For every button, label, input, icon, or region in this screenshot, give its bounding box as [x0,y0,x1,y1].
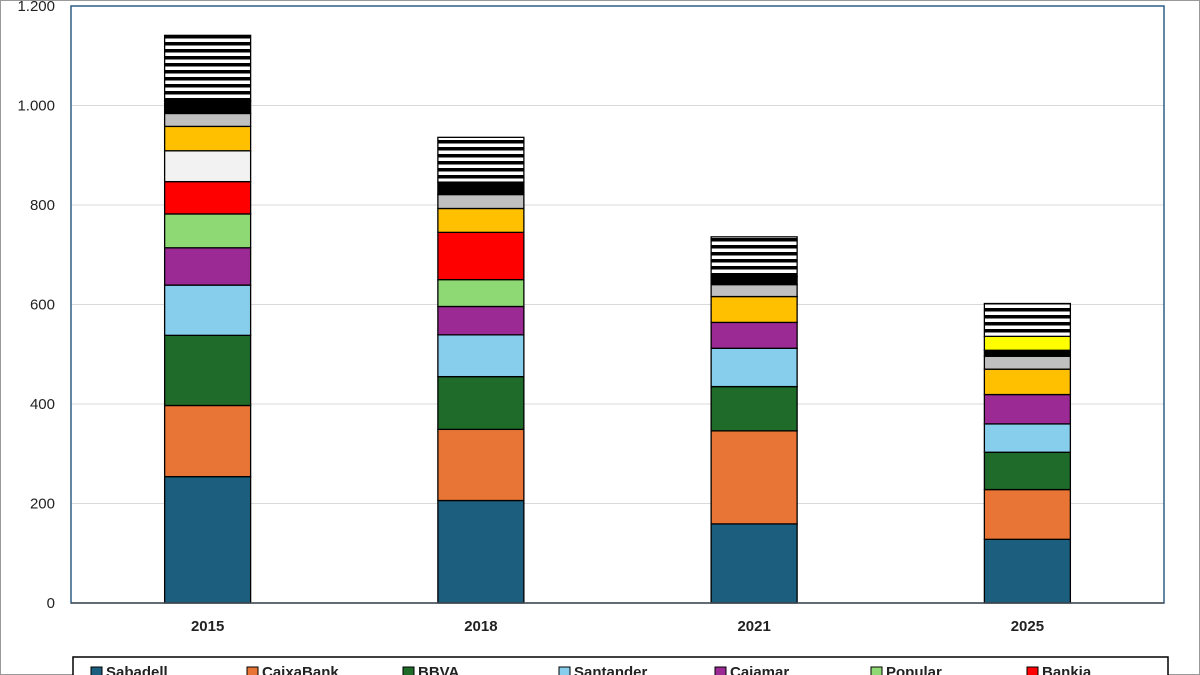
bar-segment-2018-series-8 [437,207,525,234]
bar-segment-2015-series-12 [163,34,252,102]
x-tick-label: 2018 [464,618,497,635]
bar-segment-2018-popular [437,278,525,308]
bar-segment-2025-series-9 [983,355,1072,370]
bar-segment-2015-bankia [163,180,252,215]
legend-label: CaixaBank [262,664,339,675]
bar-segment-2015-caixabank [163,404,252,478]
legend-swatch [402,666,415,675]
bar-segment-2015-santander [163,284,252,336]
bar-segment-2018-santander [437,334,525,378]
bar-segment-2021-series-12 [710,236,798,278]
bar-segment-2021-series-8 [710,295,798,324]
bar-segment-2021-series-10 [710,275,798,286]
legend-swatch [870,666,883,675]
legend-swatch [246,666,259,675]
bar-segment-2021-bbva [710,385,798,432]
bar-segment-2015-series-8 [163,125,252,152]
y-tick-label: 0 [47,595,55,612]
bar-segment-2018-series-10 [437,181,525,196]
bar-segment-2021-sabadell [710,523,798,604]
legend-label: Bankia [1042,664,1092,675]
legend-swatch [558,666,571,675]
bar-segment-2018-bbva [437,375,525,431]
bar-segment-2025-caixabank [983,488,1072,540]
x-tick-label: 2021 [737,618,770,635]
bar-segment-2015-cajamar [163,247,252,286]
bar-segment-2021-caixabank [710,430,798,525]
bar-segment-2025-series-12 [983,302,1072,337]
x-axis-labels: 2015 2018 2021 2025 [191,618,1044,635]
bar-segment-2018-series-12 [437,136,525,183]
y-axis-ticks: 0 200 400 600 800 1.000 1.200 [17,0,55,612]
bar-segment-2025-santander [983,423,1072,453]
legend-label: Sabadell [106,664,168,675]
bar-segment-2025-bbva [983,451,1072,491]
bar-segment-2018-caixabank [437,428,525,502]
legend-swatch [90,666,103,675]
y-tick-label: 800 [30,197,55,214]
bar-segment-2015-sabadell [163,475,252,604]
y-tick-label: 400 [30,396,55,413]
y-tick-label: 200 [30,496,55,513]
bar-segment-2018-bankia [437,231,525,281]
bar-segment-2015-bbva [163,334,252,407]
y-tick-label: 1.200 [17,0,55,15]
bar-segment-2025-series-11 [983,335,1072,351]
bar-segment-2021-cajamar [710,321,798,349]
bar-segment-2025-sabadell [983,538,1072,604]
y-tick-label: 1.000 [17,98,55,115]
bars [163,34,1072,604]
x-tick-label: 2015 [191,618,224,635]
bar-segment-2025-series-8 [983,368,1072,396]
bar-segment-2021-santander [710,347,798,388]
legend-label: Cajamar [730,664,789,675]
legend-swatch [714,666,727,675]
bar-segment-2025-cajamar [983,393,1072,425]
bar-segment-2015-series-9 [163,112,252,128]
bar-segment-2021-series-9 [710,283,798,298]
x-tick-label: 2025 [1011,618,1044,635]
legend-label: Santander [574,664,648,675]
legend-box [72,656,1169,675]
legend: Sabadell CaixaBank BBVA Santander Cajamar Pop… [72,656,1169,675]
y-tick-label: 600 [30,297,55,314]
bar-segment-2015-series-7 [163,150,252,183]
legend-label: BBVA [418,664,460,675]
bar-segment-2018-series-9 [437,193,525,210]
bar-segment-2015-popular [163,213,252,249]
bar-segment-2025-series-10 [983,349,1072,357]
bar-segment-2015-series-10 [163,100,252,115]
bar-segment-2018-sabadell [437,499,525,604]
bar-segment-2018-cajamar [437,305,525,336]
legend-swatch [1026,666,1039,675]
legend-label: Popular [886,664,942,675]
